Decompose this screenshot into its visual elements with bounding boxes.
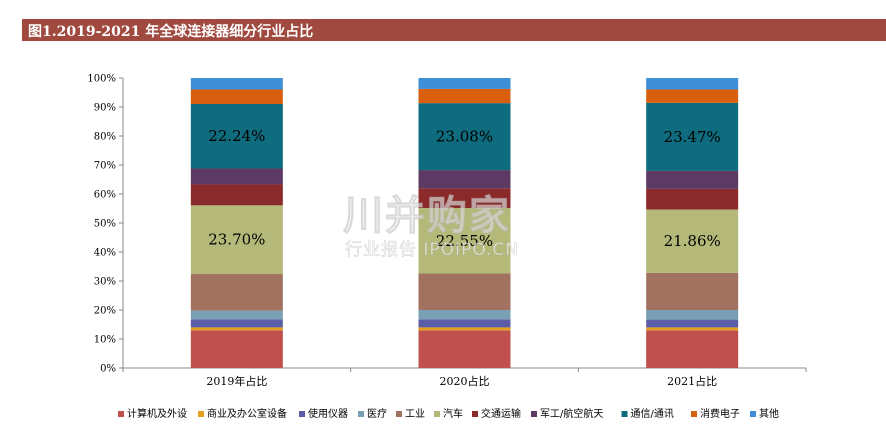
data-label: 23.08%: [436, 128, 493, 146]
bar-segment: [418, 327, 511, 331]
y-tick-label: 40%: [94, 248, 116, 259]
legend-label: 使用仪器: [308, 407, 348, 420]
y-tick-label: 20%: [94, 306, 116, 317]
legend-label: 通信/通讯: [631, 408, 674, 420]
legend-swatch: [434, 411, 440, 417]
bar-segment: [190, 184, 283, 206]
y-tick-label: 90%: [94, 103, 116, 114]
data-label: 21.86%: [664, 232, 721, 250]
legend-label: 其他: [759, 407, 779, 420]
bar-segment: [418, 310, 511, 320]
y-tick-label: 80%: [94, 132, 116, 143]
y-tick-label: 70%: [94, 161, 116, 172]
bar-segment: [190, 310, 283, 320]
bar-segment: [190, 168, 283, 185]
legend-swatch: [299, 411, 305, 417]
bar-segment: [646, 327, 739, 331]
bar-segment: [190, 78, 283, 90]
legend-label: 汽车: [443, 407, 463, 420]
x-category-label: 2019年占比: [206, 374, 267, 388]
bar-segment: [190, 103, 283, 169]
bar-segment: [646, 272, 739, 310]
x-category-label: 2020占比: [440, 374, 490, 388]
bar-segment: [418, 170, 511, 189]
x-category-label: 2021占比: [667, 374, 717, 388]
legend-label: 军工/航空航天: [540, 407, 603, 420]
bar-segment: [190, 89, 283, 104]
legend-swatch: [691, 411, 697, 417]
bar-segment: [418, 330, 511, 368]
bar-segment: [418, 319, 511, 328]
bar-segment: [646, 170, 739, 189]
bar-segment: [418, 188, 511, 209]
bar-segment: [418, 88, 511, 104]
y-tick-label: 30%: [94, 277, 116, 288]
legend-swatch: [198, 411, 204, 417]
legend-swatch: [396, 411, 402, 417]
legend-swatch: [472, 411, 478, 417]
bar-segment: [646, 330, 739, 368]
bar-segment: [418, 273, 511, 310]
legend-swatch: [621, 411, 628, 417]
bar-segment: [190, 327, 283, 331]
legend-swatch: [531, 411, 537, 417]
legend-swatch: [750, 411, 756, 417]
y-tick-label: 50%: [94, 219, 116, 230]
bar-segment: [418, 78, 511, 89]
data-label: 23.47%: [664, 128, 721, 146]
y-tick-label: 0%: [100, 364, 116, 375]
chart-title: 图1.2019-2021 年全球连接器细分行业占比: [28, 24, 314, 40]
bar-segment: [646, 310, 739, 320]
legend-label: 工业: [405, 408, 425, 420]
bar-segment: [190, 319, 283, 328]
legend-label: 医疗: [367, 407, 387, 420]
bar-segment: [646, 188, 739, 210]
title-bar: 图1.2019-2021 年全球连接器细分行业占比: [22, 19, 886, 41]
data-label: 23.70%: [208, 231, 265, 249]
bar-segment: [190, 274, 283, 311]
y-tick-label: 60%: [94, 190, 116, 201]
bar-segment: [418, 208, 511, 274]
bar-segment: [646, 319, 739, 328]
legend-label: 计算机及外设: [127, 407, 187, 420]
legend-swatch: [358, 411, 364, 417]
legend-label: 商业及办公室设备: [207, 407, 287, 420]
y-tick-label: 100%: [87, 74, 116, 85]
bar-segment: [190, 330, 283, 368]
y-tick-label: 10%: [94, 335, 116, 346]
bar-segment: [190, 205, 283, 275]
legend-label: 交通运输: [481, 407, 521, 420]
data-label: 22.55%: [436, 232, 493, 250]
bar-segment: [646, 78, 739, 90]
data-label: 22.24%: [208, 127, 265, 145]
legend-swatch: [118, 411, 124, 417]
bar-segment: [646, 102, 739, 171]
bar-segment: [418, 103, 511, 171]
legend-label: 消费电子: [700, 407, 740, 420]
bar-segment: [646, 89, 739, 103]
bar-segment: [646, 209, 739, 273]
